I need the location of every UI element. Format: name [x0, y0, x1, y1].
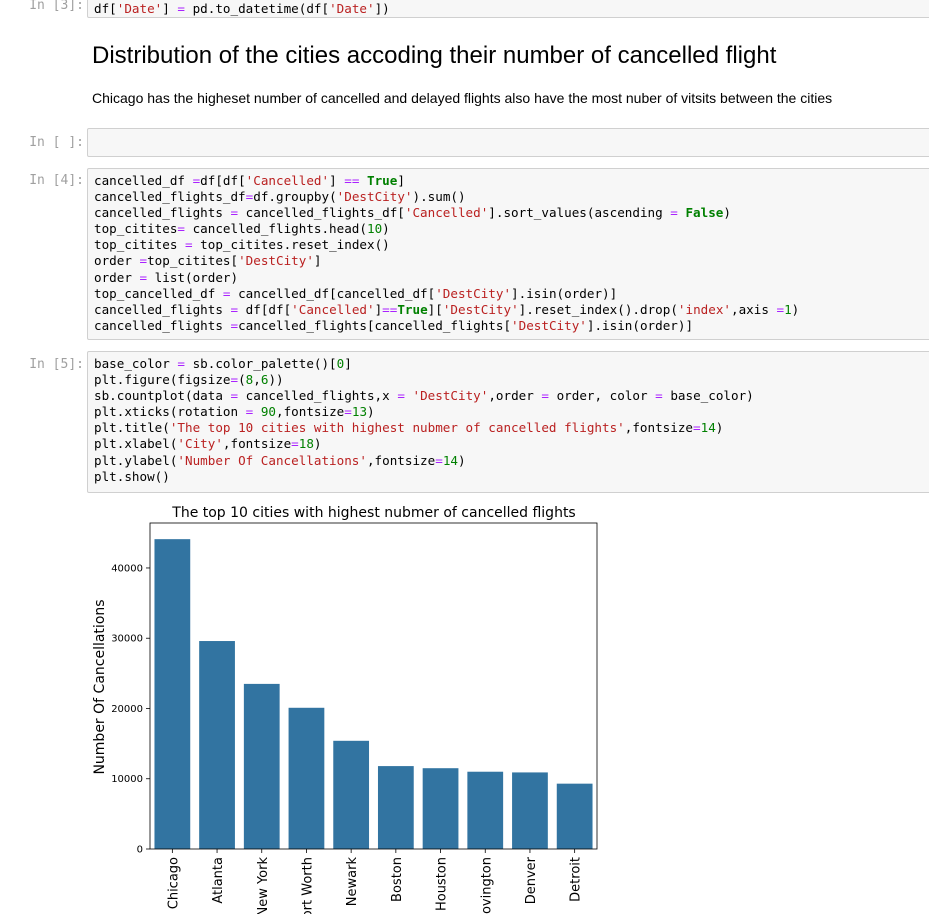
code-cell-in3[interactable]: df['Date'] = pd.to_datetime(df['Date']): [87, 0, 929, 18]
bar-boston: [377, 766, 414, 849]
x-tick-label: Newark: [345, 857, 360, 907]
x-axis: Chicago Atlanta New York Fort Worth Newark Bo…: [166, 849, 584, 914]
bar-atlanta: [199, 641, 235, 849]
cell-prompt-empty: In [ ]:: [29, 135, 84, 150]
code-cell-empty[interactable]: [87, 128, 929, 157]
code-cell-in4[interactable]: cancelled_df =df[df['Cancelled'] == True…: [87, 168, 929, 340]
x-tick-label: Detroit: [569, 857, 584, 902]
bar-houston: [422, 768, 459, 849]
x-tick-label: Boston: [390, 857, 405, 902]
x-tick-label: Atlanta: [211, 857, 226, 904]
bar-fort-worth: [288, 707, 325, 849]
bar-denver: [512, 772, 548, 849]
cell-prompt-in4: In [4]:: [29, 173, 84, 188]
cell-prompt-in3: In [3]:: [29, 0, 84, 13]
code-cell-in5[interactable]: base_color = sb.color_palette()[0] plt.f…: [87, 351, 929, 493]
bar-detroit: [556, 783, 593, 849]
bar-covington: [467, 771, 504, 849]
y-tick-label: 0: [137, 845, 143, 856]
x-tick-label: Covington: [479, 857, 494, 914]
y-axis: 0 10000 20000 30000 40000: [111, 563, 150, 856]
x-tick-label: New York: [256, 857, 271, 914]
bar-chicago: [154, 539, 191, 849]
chart-ylabel: Number Of Cancellations: [92, 599, 108, 774]
code-in3[interactable]: df['Date'] = pd.to_datetime(df['Date']): [94, 1, 390, 16]
x-tick-label: Denver: [524, 856, 539, 904]
cancellations-bar-chart: The top 10 cities with highest nubmer of…: [92, 505, 598, 914]
x-tick-label: Houston: [435, 857, 450, 911]
bar-new-york: [243, 683, 280, 849]
plot-frame: [149, 522, 598, 850]
y-tick-label: 10000: [111, 774, 143, 785]
markdown-heading: Distribution of the cities accoding thei…: [92, 42, 777, 69]
markdown-paragraph: Chicago has the higheset number of cance…: [92, 90, 833, 106]
x-tick-label: Fort Worth: [300, 857, 315, 914]
bar-newark: [333, 740, 370, 849]
code-in4[interactable]: cancelled_df =df[df['Cancelled'] == True…: [94, 173, 800, 333]
x-tick-label: Chicago: [166, 857, 181, 909]
cell-prompt-in5: In [5]:: [29, 357, 84, 372]
chart-title: The top 10 cities with highest nubmer of…: [171, 505, 575, 521]
y-tick-label: 20000: [111, 704, 143, 715]
code-in5[interactable]: base_color = sb.color_palette()[0] plt.f…: [94, 356, 754, 484]
bars-group: [154, 539, 593, 849]
y-tick-label: 40000: [111, 563, 143, 574]
y-tick-label: 30000: [111, 634, 143, 645]
